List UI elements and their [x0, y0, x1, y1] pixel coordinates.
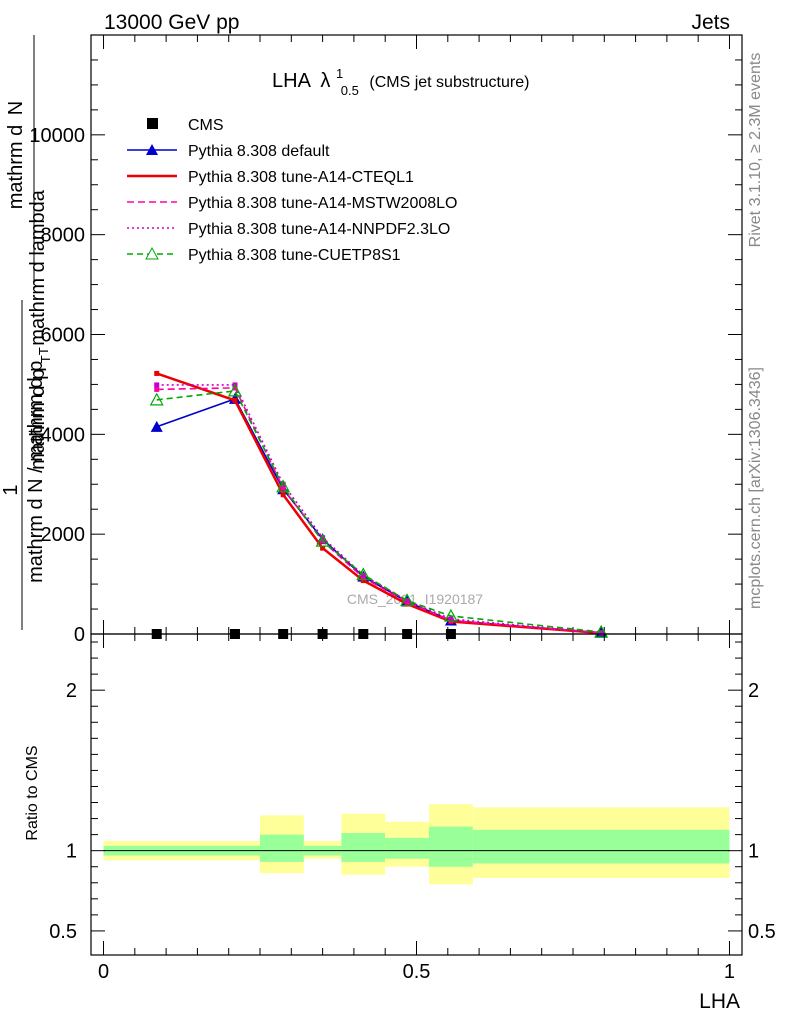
- y-tick-label: 0: [74, 624, 85, 646]
- legend-label: Pythia 8.308 tune-A14-CTEQL1: [188, 169, 414, 186]
- ratio-band-inner: [341, 833, 386, 862]
- series-point-2: [154, 370, 160, 376]
- title-lambda: λ: [320, 70, 330, 92]
- series-line-5: [156, 390, 602, 633]
- series-point-default: [150, 420, 163, 432]
- main-panel: CMS_2021_I1920187 0 2000 4000 6000 8000 10000…: [29, 34, 743, 646]
- y-label-dNdpT: mathrm d N / mathrm d p: [25, 361, 47, 583]
- ratio-y-tick-label-right: 1: [748, 841, 759, 863]
- title-suffix: (CMS jet substructure): [369, 74, 529, 91]
- category-label: Jets: [691, 11, 730, 34]
- watermark: CMS_2021_I1920187: [347, 591, 483, 607]
- ratio-x-axis: 0 0.5 1: [98, 634, 735, 983]
- series-point-cuetp8s1: [276, 479, 291, 493]
- legend: CMS Pythia 8.308 default Pythia 8.308 tune…: [127, 117, 457, 264]
- series-point-4: [448, 616, 454, 622]
- series-point-4: [280, 481, 286, 487]
- ratio-y-tick-label: 2: [66, 680, 77, 702]
- series-point-4: [154, 382, 160, 388]
- series-point-cuetp8s1: [315, 533, 330, 547]
- ratio-band-inner: [429, 826, 473, 867]
- ratio-band-inner: [260, 834, 304, 862]
- series-point-cuetp8s1: [149, 392, 164, 406]
- y-tick-label: 8000: [41, 225, 86, 247]
- rivet-label: Rivet 3.1.10, ≥ 2.3M events: [747, 53, 764, 248]
- title-subscript: 0.5: [341, 83, 359, 98]
- y-label-dlambda: mathrm d lambda: [27, 189, 49, 345]
- y-label-one: 1: [0, 484, 22, 495]
- plot-title: LHA λ 1 0.5 (CMS jet substructure): [272, 61, 529, 100]
- ratio-y-label: Ratio to CMS: [24, 745, 41, 840]
- y-tick-label: 6000: [41, 325, 86, 347]
- main-y-axis: 0 2000 4000 6000 8000 10000: [29, 59, 742, 646]
- y-tick-label: 10000: [29, 125, 85, 147]
- series-point-4: [404, 598, 410, 604]
- legend-label: CMS: [188, 117, 224, 134]
- title-superscript: 1: [336, 66, 343, 81]
- y-label-dNdpT-sub: T: [36, 347, 51, 355]
- series-point-3: [232, 385, 238, 391]
- legend-label: Pythia 8.308 tune-A14-MSTW2008LO: [188, 195, 457, 212]
- y-label-dp: mathrm d p: [27, 369, 49, 470]
- y-label-dp-sub: T: [38, 355, 53, 363]
- legend-marker-default: [146, 144, 158, 155]
- ratio-y-tick-label: 0.5: [49, 921, 77, 943]
- ratio-y-tick-label: 1: [66, 841, 77, 863]
- y-label-denominator: mathrm d p T mathrm d lambda: [27, 189, 55, 470]
- ratio-y-tick-label-right: 0.5: [748, 921, 776, 943]
- series-point-3: [280, 485, 286, 491]
- series-point-cuetp8s1: [227, 383, 242, 397]
- ratio-band-inner: [385, 837, 430, 859]
- series-point-cuetp8s1: [356, 567, 371, 581]
- series-point-2: [280, 492, 286, 498]
- legend-label: Pythia 8.308 tune-CUETP8S1: [188, 247, 401, 264]
- ratio-band-inner: [472, 829, 730, 864]
- series-point-2: [232, 397, 238, 403]
- series-point-4: [360, 572, 366, 578]
- energy-label: 13000 GeV pp: [104, 11, 239, 34]
- ratio-bands: [103, 804, 730, 885]
- y-label-N: N: [5, 101, 27, 115]
- series-line-3: [156, 387, 602, 634]
- x-tick-label: 0.5: [403, 961, 431, 983]
- y-label-d: mathrm d: [5, 125, 27, 209]
- series-point-cuetp8s1: [443, 608, 458, 622]
- series-point-4: [320, 535, 326, 541]
- ratio-panel: 0.5 0.51 12 2 0 0.5 1 Ratio to CMS LHA: [24, 633, 776, 1013]
- series-point-3: [154, 386, 160, 392]
- series-point-4: [598, 630, 604, 636]
- y-label-dN: mathrm d N: [5, 101, 27, 209]
- y-tick-label: 2000: [41, 524, 86, 546]
- series-line-4: [156, 384, 602, 634]
- title-main: LHA: [272, 70, 312, 92]
- y-tick-label: 4000: [41, 424, 86, 446]
- series-point-cuetp8s1: [594, 624, 609, 638]
- ratio-frame: [90, 633, 743, 956]
- mcplots-label: mcplots.cern.ch [arXiv:1306.3436]: [747, 367, 764, 609]
- x-tick-label: 1: [724, 961, 735, 983]
- legend-marker-cms: [147, 118, 158, 129]
- legend-label: Pythia 8.308 tune-A14-NNPDF2.3LO: [188, 221, 450, 238]
- series-point-2: [360, 578, 366, 584]
- ratio-y-tick-label-right: 2: [748, 680, 759, 702]
- legend-marker-cuetp8s1: [145, 246, 159, 260]
- x-axis-label: LHA: [699, 990, 740, 1013]
- y-label-frac-bottom: mathrm d N / mathrm d p T: [25, 347, 51, 583]
- series-point-2: [320, 545, 326, 551]
- series-line-2: [156, 372, 602, 635]
- main-y-label: mathrm d N mathrm d p T mathrm d lambda …: [0, 35, 55, 630]
- series-point-cuetp8s1: [400, 593, 415, 607]
- ratio-y-axis: 0.5 0.5 1 1 2 2: [49, 641, 776, 943]
- x-tick-label: 0: [98, 961, 109, 983]
- legend-label: Pythia 8.308 default: [188, 143, 330, 160]
